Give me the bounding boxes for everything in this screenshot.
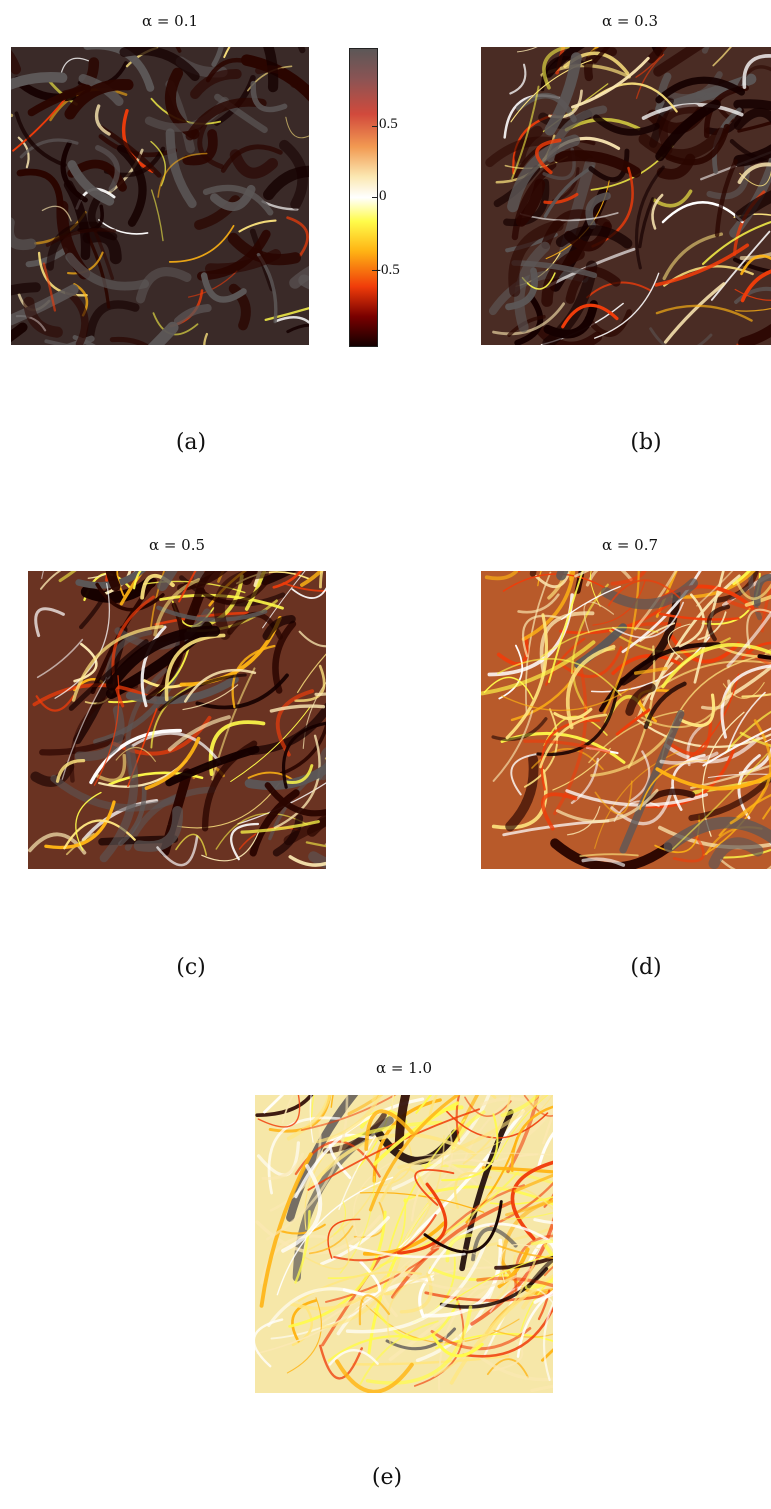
panel-b-title: α = 0.3 [601, 12, 659, 30]
panel-d-title: α = 0.7 [601, 536, 659, 554]
panel-a-heatmap [11, 47, 309, 345]
colorbar-tick-0-5: 0.5 [379, 116, 398, 132]
panel-e-caption: (e) [371, 1465, 403, 1490]
panel-d-caption: (d) [630, 955, 662, 980]
panel-b-heatmap [481, 47, 771, 345]
panel-d-heatmap [481, 571, 771, 869]
panel-b-caption: (b) [630, 430, 662, 455]
colorbar-tick-neg-0-5: -0.5 [376, 262, 400, 278]
panel-a-title: α = 0.1 [141, 12, 199, 30]
panel-c-title: α = 0.5 [148, 536, 206, 554]
colorbar-tick-0: 0 [379, 188, 387, 204]
panel-c-caption: (c) [176, 955, 206, 980]
panel-c-heatmap [28, 571, 326, 869]
panel-e-title: α = 1.0 [375, 1059, 433, 1077]
panel-e-heatmap [255, 1095, 553, 1393]
panel-a-caption: (a) [175, 430, 207, 455]
